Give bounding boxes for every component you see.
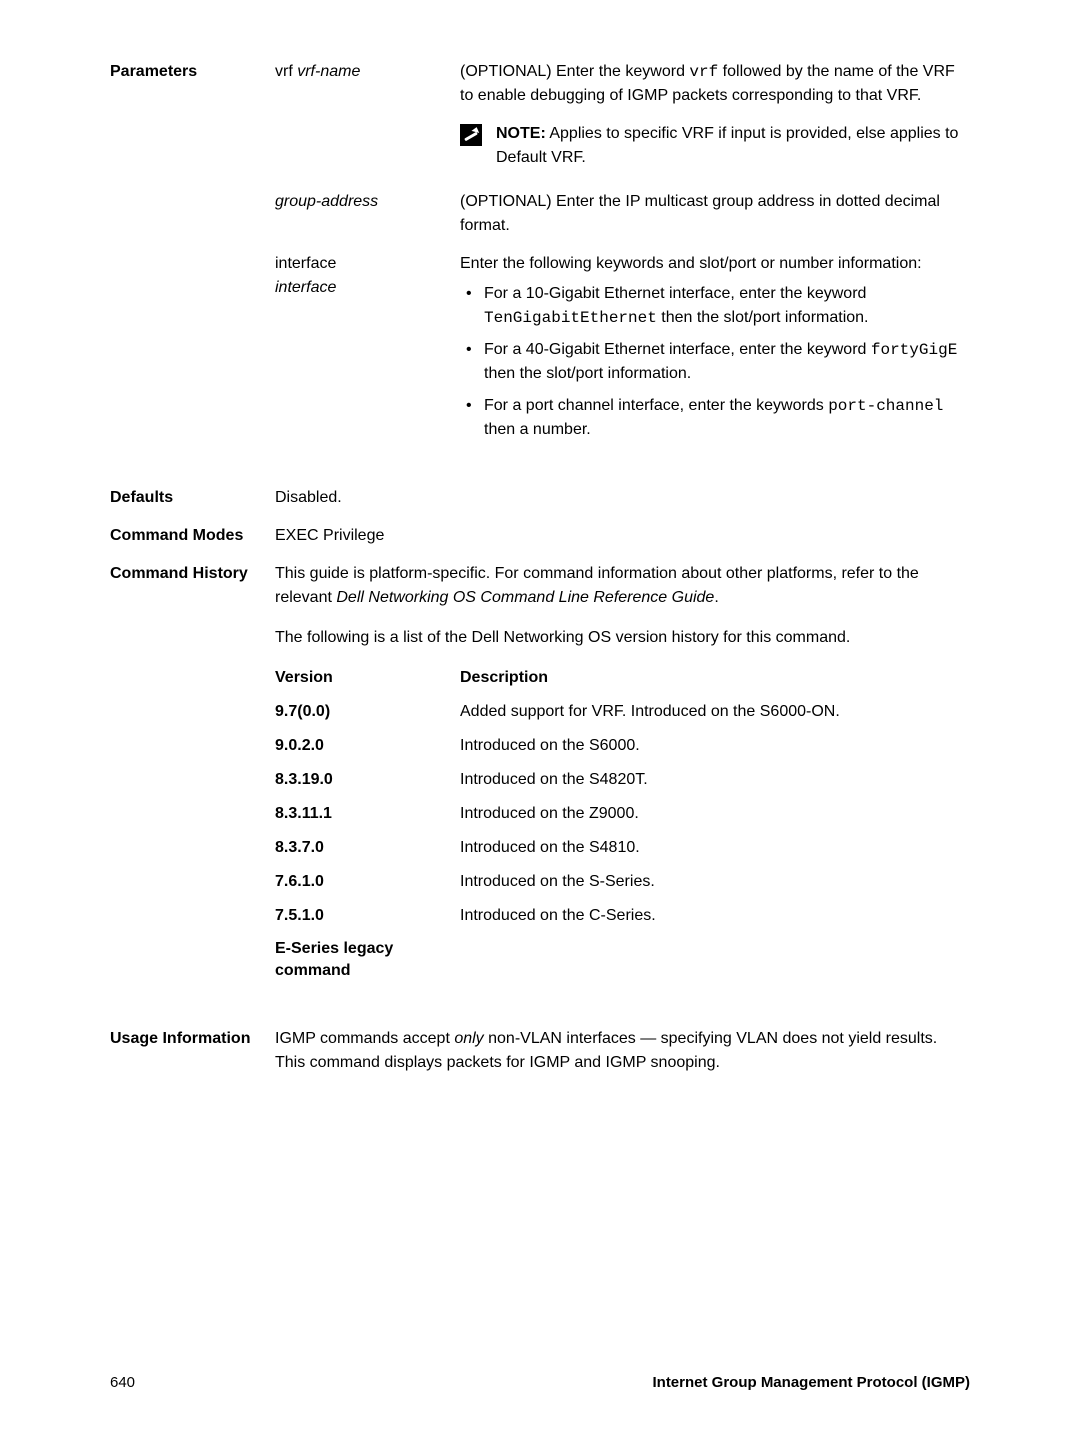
version-number: 9.0.2.0 [275,734,460,758]
b2b: then the slot/port information. [484,365,691,382]
note-body: Applies to specific VRF if input is prov… [496,125,958,166]
version-number: 8.3.11.1 [275,802,460,826]
vrf-content: (OPTIONAL) Enter the keyword vrf followe… [460,60,970,176]
interface-content: Enter the following keywords and slot/po… [460,252,970,450]
footer-title: Internet Group Management Protocol (IGMP… [652,1372,970,1395]
version-number: 8.3.7.0 [275,836,460,860]
interface-bullets: For a 10-Gigabit Ethernet interface, ent… [460,282,970,442]
cmd-hist-content: This guide is platform-specific. For com… [275,562,970,991]
version-row: 7.5.1.0Introduced on the C-Series. [275,904,970,928]
version-desc: Introduced on the S6000. [460,734,970,758]
ver-header-v: Version [275,666,460,690]
param-name-vrf: vrf vrf-name [275,60,460,176]
b2code: fortyGigE [871,341,957,359]
vrf-var: vrf-name [297,63,360,80]
note-label: NOTE: [496,125,546,142]
vrf-desc-a: (OPTIONAL) Enter the keyword [460,63,689,80]
b3code: port-channel [828,397,943,415]
version-row: 8.3.7.0Introduced on the S4810. [275,836,970,860]
b3a: For a port channel interface, enter the … [484,397,828,414]
b3b: then a number. [484,421,591,438]
interface-var: interface [275,276,445,300]
vrf-prefix: vrf [275,63,297,80]
vrf-desc-code: vrf [689,63,718,81]
version-desc: Introduced on the Z9000. [460,802,970,826]
cmd-modes-value: EXEC Privilege [275,524,970,548]
note-text: NOTE: Applies to specific VRF if input i… [496,122,970,170]
bullet-40g: For a 40-Gigabit Ethernet interface, ent… [460,338,970,386]
version-number: 9.7(0.0) [275,700,460,724]
version-row: 8.3.11.1Introduced on the Z9000. [275,802,970,826]
version-row: 9.7(0.0)Added support for VRF. Introduce… [275,700,970,724]
footer-page: 640 [110,1372,135,1395]
bullet-portchannel: For a port channel interface, enter the … [460,394,970,442]
eseries-label: E-Series legacy command [275,938,460,981]
group-address-var: group-address [275,193,378,210]
param-row-interface: interface interface Enter the following … [110,252,970,450]
note-icon [460,124,482,146]
cmd-hist-p1b: . [714,589,718,606]
b1code: TenGigabitEthernet [484,309,657,327]
cmd-hist-label: Command History [110,562,275,991]
version-number: 8.3.19.0 [275,768,460,792]
b2a: For a 40-Gigabit Ethernet interface, ent… [484,341,871,358]
eseries-row: E-Series legacy command [275,938,970,981]
cmd-modes-label: Command Modes [110,524,275,548]
interface-top: interface [275,252,445,276]
defaults-row: Defaults Disabled. [110,486,970,510]
cmd-modes-row: Command Modes EXEC Privilege [110,524,970,548]
vrf-desc: (OPTIONAL) Enter the keyword vrf followe… [460,60,970,108]
defaults-label: Defaults [110,486,275,510]
version-row: 7.6.1.0Introduced on the S-Series. [275,870,970,894]
version-header: Version Description [275,666,970,690]
interface-desc: Enter the following keywords and slot/po… [460,252,970,276]
usage-row: Usage Information IGMP commands accept o… [110,1027,970,1075]
parameters-label: Parameters [110,60,275,176]
version-number: 7.6.1.0 [275,870,460,894]
version-desc: Added support for VRF. Introduced on the… [460,700,970,724]
version-row: 9.0.2.0Introduced on the S6000. [275,734,970,758]
b1a: For a 10-Gigabit Ethernet interface, ent… [484,285,866,302]
cmd-hist-p2: The following is a list of the Dell Netw… [275,626,970,650]
defaults-value: Disabled. [275,486,970,510]
version-desc: Introduced on the S-Series. [460,870,970,894]
version-number: 7.5.1.0 [275,904,460,928]
cmd-hist-row: Command History This guide is platform-s… [110,562,970,991]
usage-i: only [454,1030,483,1047]
version-row: 8.3.19.0Introduced on the S4820T. [275,768,970,792]
usage-a: IGMP commands accept [275,1030,454,1047]
ver-header-d: Description [460,666,970,690]
usage-label: Usage Information [110,1027,275,1075]
param-row-vrf: Parameters vrf vrf-name (OPTIONAL) Enter… [110,60,970,176]
version-desc: Introduced on the S4820T. [460,768,970,792]
param-name-interface: interface interface [275,252,460,450]
param-row-group-address: group-address (OPTIONAL) Enter the IP mu… [110,190,970,238]
usage-content: IGMP commands accept only non-VLAN inter… [275,1027,970,1075]
version-list: 9.7(0.0)Added support for VRF. Introduce… [275,700,970,928]
cmd-hist-p1: This guide is platform-specific. For com… [275,562,970,610]
note-row: NOTE: Applies to specific VRF if input i… [460,122,970,170]
footer: 640 Internet Group Management Protocol (… [110,1372,970,1395]
version-desc: Introduced on the S4810. [460,836,970,860]
b1b: then the slot/port information. [657,309,869,326]
group-address-desc: (OPTIONAL) Enter the IP multicast group … [460,190,970,238]
bullet-10g: For a 10-Gigabit Ethernet interface, ent… [460,282,970,330]
cmd-hist-p1i: Dell Networking OS Command Line Referenc… [336,589,714,606]
param-name-group-address: group-address [275,190,460,238]
version-desc: Introduced on the C-Series. [460,904,970,928]
